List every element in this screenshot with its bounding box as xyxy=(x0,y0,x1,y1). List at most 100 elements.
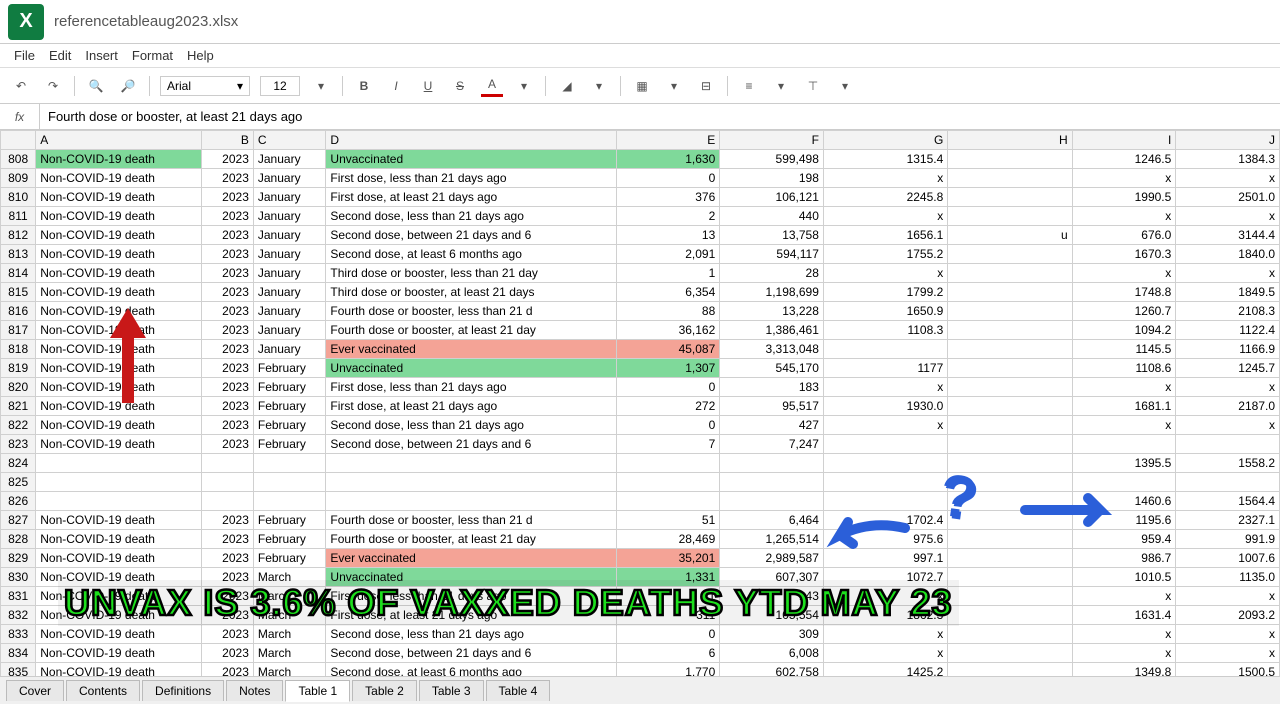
cell[interactable]: Ever vaccinated xyxy=(326,340,616,359)
cell[interactable]: x xyxy=(1072,207,1176,226)
cell[interactable]: 2108.3 xyxy=(1176,302,1280,321)
cell[interactable]: 1930.0 xyxy=(823,397,947,416)
cell[interactable]: 0 xyxy=(616,378,720,397)
cell[interactable] xyxy=(948,606,1072,625)
formula-content[interactable]: Fourth dose or booster, at least 21 days… xyxy=(40,109,1280,124)
cell[interactable]: January xyxy=(253,188,326,207)
cell[interactable]: 1135.0 xyxy=(1176,568,1280,587)
cell[interactable] xyxy=(36,492,202,511)
cell[interactable] xyxy=(948,549,1072,568)
cell[interactable]: 13,758 xyxy=(720,226,824,245)
cell[interactable]: 183 xyxy=(720,378,824,397)
cell[interactable]: 2023 xyxy=(202,207,254,226)
row-header[interactable]: 820 xyxy=(1,378,36,397)
cell[interactable]: 1246.5 xyxy=(1072,150,1176,169)
cell[interactable]: 13,228 xyxy=(720,302,824,321)
fill-dropdown-icon[interactable]: ▾ xyxy=(588,75,610,97)
column-header[interactable]: G xyxy=(823,131,947,150)
cell[interactable]: First dose, at least 21 days ago xyxy=(326,397,616,416)
cell[interactable]: 1122.4 xyxy=(1176,321,1280,340)
cell[interactable]: 997.1 xyxy=(823,549,947,568)
cell[interactable]: Second dose, less than 21 days ago xyxy=(326,416,616,435)
cell[interactable]: 1564.4 xyxy=(1176,492,1280,511)
cell[interactable]: 1166.9 xyxy=(1176,340,1280,359)
cell[interactable]: 1631.4 xyxy=(1072,606,1176,625)
cell[interactable]: 2023 xyxy=(202,188,254,207)
cell[interactable] xyxy=(948,321,1072,340)
cell[interactable] xyxy=(948,587,1072,606)
cell[interactable]: x xyxy=(823,264,947,283)
cell[interactable] xyxy=(823,473,947,492)
cell[interactable]: 6,008 xyxy=(720,644,824,663)
cell[interactable] xyxy=(1176,435,1280,454)
cell[interactable] xyxy=(202,473,254,492)
cell[interactable]: 427 xyxy=(720,416,824,435)
cell[interactable]: 1,770 xyxy=(616,663,720,677)
menu-edit[interactable]: Edit xyxy=(49,48,71,63)
cell[interactable]: 3144.4 xyxy=(1176,226,1280,245)
cell[interactable]: 2023 xyxy=(202,302,254,321)
cell[interactable]: x xyxy=(1176,378,1280,397)
merge-button[interactable]: ⊟ xyxy=(695,75,717,97)
cell[interactable]: January xyxy=(253,226,326,245)
cell[interactable]: 35,201 xyxy=(616,549,720,568)
column-header[interactable]: C xyxy=(253,131,326,150)
cell[interactable]: x xyxy=(1176,207,1280,226)
cell[interactable]: 36,162 xyxy=(616,321,720,340)
cell[interactable]: 88 xyxy=(616,302,720,321)
undo-button[interactable]: ↶ xyxy=(10,75,32,97)
sheet-tab[interactable]: Contents xyxy=(66,680,140,701)
cell[interactable]: 1195.6 xyxy=(1072,511,1176,530)
cell[interactable] xyxy=(326,454,616,473)
cell[interactable]: Non-COVID-19 death xyxy=(36,416,202,435)
sheet-tab[interactable]: Definitions xyxy=(142,680,224,701)
row-header[interactable]: 810 xyxy=(1,188,36,207)
cell[interactable]: 2023 xyxy=(202,644,254,663)
cell[interactable] xyxy=(948,568,1072,587)
row-header[interactable]: 815 xyxy=(1,283,36,302)
cell[interactable]: 106,121 xyxy=(720,188,824,207)
row-header[interactable]: 825 xyxy=(1,473,36,492)
cell[interactable]: February xyxy=(253,435,326,454)
font-selector[interactable]: Arial▾ xyxy=(160,76,250,96)
redo-button[interactable]: ↷ xyxy=(42,75,64,97)
cell[interactable]: 272 xyxy=(616,397,720,416)
cell[interactable]: 1,307 xyxy=(616,359,720,378)
cell[interactable]: Non-COVID-19 death xyxy=(36,359,202,378)
column-header[interactable]: F xyxy=(720,131,824,150)
cell[interactable] xyxy=(948,663,1072,677)
cell[interactable]: First dose, less than 21 days ago xyxy=(326,169,616,188)
valign-button[interactable]: ⊤ xyxy=(802,75,824,97)
column-header[interactable]: H xyxy=(948,131,1072,150)
menu-help[interactable]: Help xyxy=(187,48,214,63)
cell[interactable]: January xyxy=(253,245,326,264)
cell[interactable]: 1349.8 xyxy=(1072,663,1176,677)
cell[interactable]: x xyxy=(1176,264,1280,283)
bold-button[interactable]: B xyxy=(353,75,375,97)
cell[interactable] xyxy=(823,454,947,473)
cell[interactable]: 2023 xyxy=(202,378,254,397)
cell[interactable]: 1425.2 xyxy=(823,663,947,677)
row-header[interactable]: 813 xyxy=(1,245,36,264)
cell[interactable] xyxy=(253,454,326,473)
cell[interactable]: Non-COVID-19 death xyxy=(36,549,202,568)
cell[interactable]: x xyxy=(1176,169,1280,188)
cell[interactable] xyxy=(948,283,1072,302)
row-header[interactable]: 827 xyxy=(1,511,36,530)
cell[interactable]: x xyxy=(1072,416,1176,435)
cell[interactable]: x xyxy=(1072,587,1176,606)
cell[interactable]: Non-COVID-19 death xyxy=(36,321,202,340)
cell[interactable]: Second dose, between 21 days and 6 xyxy=(326,435,616,454)
cell[interactable]: 975.6 xyxy=(823,530,947,549)
cell[interactable]: 1702.4 xyxy=(823,511,947,530)
cell[interactable]: Non-COVID-19 death xyxy=(36,378,202,397)
cell[interactable] xyxy=(253,492,326,511)
cell[interactable]: 6,354 xyxy=(616,283,720,302)
cell[interactable]: 2023 xyxy=(202,245,254,264)
cell[interactable]: 2023 xyxy=(202,530,254,549)
cell[interactable]: Non-COVID-19 death xyxy=(36,530,202,549)
cell[interactable]: 1558.2 xyxy=(1176,454,1280,473)
cell[interactable] xyxy=(823,492,947,511)
menu-insert[interactable]: Insert xyxy=(85,48,118,63)
cell[interactable]: 1840.0 xyxy=(1176,245,1280,264)
